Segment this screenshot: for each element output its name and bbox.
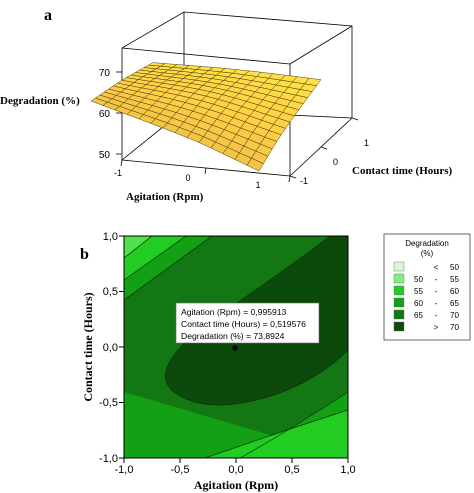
z-axis [116,71,122,155]
legend-title: Degradation [405,239,449,248]
x-axis-label: Agitation (Rpm) [126,191,204,203]
axis-ticks [119,235,349,463]
legend-title-unit: (%) [421,249,434,258]
x-tick-label: -0,5 [171,464,190,476]
y-tick-label: 1,0 [103,231,118,243]
legend-label: 60 [414,299,423,308]
y-tick-label: 1 [364,138,369,148]
y-tick-label: 0,0 [103,342,118,354]
legend-label: > [434,323,439,332]
legend-label: 70 [450,311,459,320]
x-tick-label: 1 [255,180,260,190]
y-tick-label: -0,5 [99,397,118,409]
legend-swatch [393,297,405,308]
legend-label: 50 [414,275,423,284]
x-tick-label: 0,5 [284,464,299,476]
legend-swatch [393,261,405,272]
legend-label: - [435,311,438,320]
legend-swatch [393,321,405,332]
x-tick-label: -1,0 [115,464,134,476]
tooltip-line-degradation: Degradation (%) = 73,8924 [181,331,285,341]
panel-a-label: a [44,7,52,24]
legend-label: - [435,287,438,296]
y-tick-label: 0 [333,157,338,167]
legend-label: 50 [450,263,459,272]
z-tick-label: 50 [99,150,111,161]
x-tick-label: 0 [185,173,190,183]
y-axis-label: Contact time (Hours) [352,165,453,177]
legend-label: 65 [414,311,423,320]
legend-rows: <50 50 - 55 55 - 60 60 - 65 65 - 70 > 70 [393,261,459,332]
response-surface [90,62,322,172]
legend-label: 60 [450,287,459,296]
x-axis-label: Agitation (Rpm) [194,478,278,492]
x-tick-label: 0,0 [228,464,243,476]
y-tick-label: -1,0 [99,453,118,465]
x-axis-3d [120,159,291,183]
x-tick-label: 1,0 [340,464,355,476]
y-tick-label: -1 [300,176,308,186]
panel-a: a 70 60 50 Degradation (%) [0,7,453,203]
tooltip: Agitation (Rpm) = 0,995913 Contact time … [175,302,320,344]
legend-label: 65 [450,299,459,308]
x-tick-label: -1 [114,168,122,178]
z-axis-label: Degradation (%) [0,95,80,107]
panel-b-label: b [80,246,89,263]
legend: Degradation (%) <50 50 - 55 55 - 60 60 - 65 65 - 70 >… [383,233,471,341]
legend-swatch [393,273,405,284]
legend-swatch [393,309,405,320]
y-tick-label: 0,5 [103,286,118,298]
legend-label: 55 [414,287,423,296]
y-axis-label: Contact time (Hours) [81,292,95,401]
z-tick-label: 70 [99,68,111,79]
highlight-point[interactable] [232,345,238,351]
contour-band-55-60 [124,236,348,458]
legend-label: 70 [450,323,459,332]
tooltip-line-agitation: Agitation (Rpm) = 0,995913 [181,307,287,317]
tooltip-line-contact-time: Contact time (Hours) = 0,519576 [181,319,306,329]
legend-label: - [435,275,438,284]
surface-cell [246,157,264,172]
z-tick-label: 60 [99,109,111,120]
legend-label: < [434,263,439,272]
legend-label: - [435,299,438,308]
y-axis-3d [289,117,359,179]
legend-label: 55 [450,275,459,284]
panel-b: b -1,0 -0,5 0,0 0,5 1,0 Agitatio [80,231,356,492]
legend-swatch [393,285,405,296]
